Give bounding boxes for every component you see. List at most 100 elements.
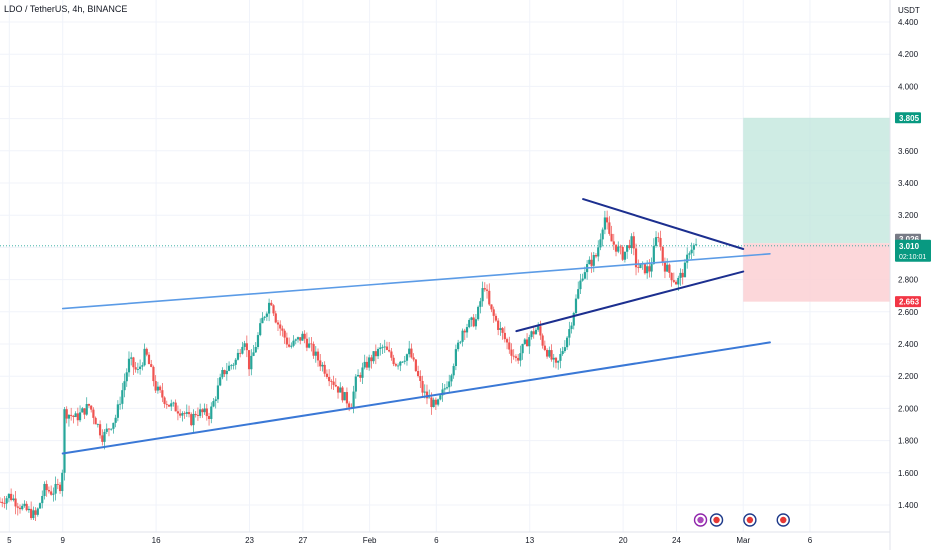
candle-body	[10, 493, 13, 501]
candle-body	[330, 381, 333, 382]
candle-body	[341, 387, 344, 401]
candle-body	[490, 304, 493, 310]
candle-body	[494, 315, 498, 321]
candle-body	[463, 330, 466, 333]
candle-body	[336, 386, 340, 393]
candle-body	[98, 424, 102, 436]
candle-body	[348, 403, 351, 408]
candle-body	[688, 253, 691, 255]
candle-body	[470, 317, 473, 320]
candle-body	[150, 364, 153, 367]
candle-body	[619, 246, 622, 248]
candle-body	[543, 345, 546, 350]
y-tick-label: 3.400	[898, 179, 919, 188]
candle-body	[388, 349, 391, 352]
candle-body	[474, 319, 478, 327]
x-tick-label: 24	[672, 536, 681, 545]
candle-body	[519, 353, 522, 361]
candle-body	[112, 422, 115, 429]
lightning-event-icon	[693, 513, 708, 527]
y-tick-label: 4.000	[898, 82, 919, 91]
candle-body	[43, 483, 46, 496]
x-tick-label: 27	[298, 536, 307, 545]
candle-body	[96, 424, 99, 425]
candle-body	[376, 349, 380, 357]
candle-body	[432, 399, 435, 408]
trendline-channel-upper	[61, 253, 771, 310]
candle-body	[521, 343, 524, 354]
x-tick-label: 6	[434, 536, 439, 545]
candle-body	[14, 498, 17, 507]
candle-body	[241, 346, 244, 354]
candle-body	[3, 503, 6, 504]
candle-body	[316, 351, 320, 361]
candle-body	[187, 412, 191, 415]
candle-body	[690, 249, 693, 254]
candle-body	[434, 399, 437, 405]
candle-body	[325, 373, 329, 377]
candle-body	[212, 401, 215, 407]
candle-body	[561, 351, 564, 355]
candle-body	[139, 366, 142, 369]
candle-body	[508, 342, 511, 350]
candle-body	[590, 259, 593, 266]
candle-body	[368, 357, 371, 368]
candle-body	[570, 325, 573, 330]
candle-body	[78, 412, 82, 421]
candle-body	[116, 404, 119, 418]
candle-body	[232, 364, 235, 366]
candle-body	[428, 397, 431, 399]
candle-body	[170, 403, 173, 407]
candle-body	[110, 428, 113, 430]
candle-body	[552, 357, 555, 360]
candle-body	[390, 351, 393, 358]
y-tick-label: 1.600	[898, 469, 919, 478]
candle-body	[477, 306, 480, 320]
candle-body	[517, 357, 520, 361]
candle-body	[450, 375, 453, 382]
candle-body	[199, 409, 202, 416]
candle-body	[539, 326, 542, 336]
candle-body	[47, 490, 51, 492]
candle-body	[121, 390, 124, 404]
candle-body	[601, 229, 604, 240]
candle-body	[305, 338, 308, 348]
candle-body	[650, 264, 653, 272]
flag-event-icon	[709, 513, 724, 527]
candle-body	[396, 365, 400, 367]
candle-body	[334, 384, 337, 387]
y-tick-label: 2.800	[898, 276, 919, 285]
candle-body	[548, 350, 551, 357]
candle-body	[201, 409, 204, 413]
y-tick-label: 4.200	[898, 50, 919, 59]
candle-body	[205, 408, 208, 417]
candle-body	[118, 403, 122, 405]
candle-body	[481, 288, 484, 302]
candle-body	[643, 263, 647, 274]
candle-body	[294, 339, 297, 341]
candle-body	[172, 402, 175, 404]
candle-body	[439, 395, 442, 400]
candle-body	[383, 346, 386, 348]
candle-body	[250, 355, 253, 370]
current-price-tag-bg	[895, 239, 931, 262]
candle-body	[617, 246, 620, 252]
candle-body	[459, 341, 462, 343]
candle-body	[105, 428, 108, 432]
candle-body	[192, 413, 195, 426]
candle-body	[101, 435, 104, 442]
candle-body	[592, 255, 595, 266]
candle-body	[276, 322, 280, 325]
candle-body	[67, 414, 71, 419]
candle-body	[628, 245, 631, 249]
candle-body	[174, 402, 177, 412]
candle-body	[497, 320, 500, 330]
candle-body	[165, 403, 168, 405]
candle-body	[296, 337, 300, 340]
high-price-tag: 3.026	[899, 235, 920, 244]
candle-body	[34, 510, 37, 515]
candle-body	[525, 339, 529, 347]
candle-body	[272, 305, 275, 314]
candle-body	[252, 352, 255, 356]
